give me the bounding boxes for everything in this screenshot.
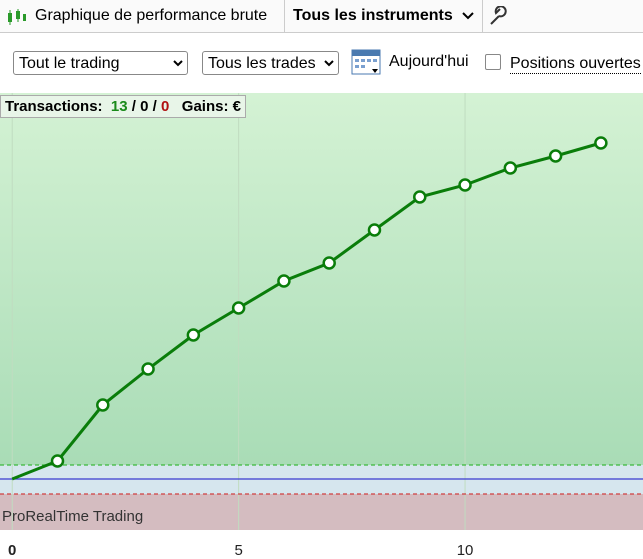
- point: [277, 274, 291, 288]
- label: Transactions:: [5, 98, 103, 115]
- loss-zone: [0, 494, 643, 530]
- point: [186, 328, 201, 342]
- point: [96, 398, 110, 412]
- toolbar: Graphique de performance brute Tous les …: [0, 0, 643, 33]
- profit-zone: [0, 93, 643, 465]
- total: 13: [110, 98, 128, 115]
- point: [367, 223, 382, 237]
- calendar-icon[interactable]: [351, 47, 383, 77]
- watermark: ProRealTime Trading: [2, 508, 143, 525]
- checkbox[interactable]: [485, 54, 501, 70]
- divider: [482, 0, 483, 32]
- date-label[interactable]: Aujourd'hui: [389, 53, 469, 70]
- select-text: Tous les trades: [208, 55, 316, 72]
- point: [50, 454, 65, 468]
- point: [413, 190, 427, 204]
- summary: Transactions: 13 / 0 / 0 Gains: €: [0, 95, 246, 118]
- select[interactable]: Tout le trading: [13, 51, 188, 75]
- point: [231, 301, 246, 315]
- label: Gains:: [181, 98, 229, 115]
- x-tick-label: 10: [457, 542, 474, 559]
- chart: ProRealTime Trading 0 5 10: [0, 93, 643, 559]
- point: [458, 178, 472, 192]
- line: [11, 141, 602, 481]
- sep: /: [131, 98, 136, 115]
- divider: [284, 0, 285, 32]
- neutral: 0: [140, 98, 149, 115]
- tab[interactable]: Graphique de performance brute: [35, 7, 268, 24]
- point: [548, 149, 563, 163]
- point: [594, 136, 608, 150]
- losing: 0: [160, 98, 170, 115]
- chevron: [462, 12, 474, 20]
- checkbox-label[interactable]: Positions ouvertes: [510, 55, 641, 74]
- wrench-icon[interactable]: [488, 6, 508, 26]
- x-tick-label: 5: [234, 542, 242, 559]
- candle-icon: [8, 9, 26, 25]
- select[interactable]: Tous les trades: [202, 51, 339, 75]
- tab[interactable]: Tous les instruments: [293, 7, 453, 24]
- point: [141, 362, 155, 376]
- select-text: Tout le trading: [19, 55, 120, 72]
- point: [503, 161, 518, 175]
- sep: /: [152, 98, 157, 115]
- point: [322, 256, 336, 270]
- x-tick-label: 0: [8, 542, 16, 559]
- unit: €: [232, 98, 241, 115]
